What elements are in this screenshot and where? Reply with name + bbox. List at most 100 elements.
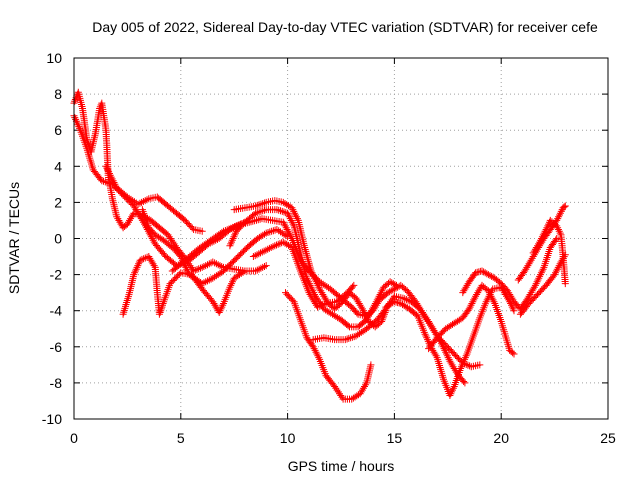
data-point bbox=[319, 280, 327, 288]
data-point bbox=[423, 316, 431, 324]
data-point bbox=[215, 309, 223, 316]
data-point bbox=[555, 262, 563, 270]
data-point bbox=[75, 123, 83, 131]
data-point bbox=[552, 269, 559, 277]
data-point bbox=[345, 334, 353, 342]
data-point bbox=[258, 248, 266, 256]
data-point bbox=[131, 269, 139, 277]
data-point bbox=[158, 303, 166, 311]
data-point bbox=[530, 283, 538, 291]
series-arc-10 bbox=[282, 289, 375, 403]
data-point bbox=[480, 268, 488, 276]
data-point bbox=[487, 292, 495, 300]
data-point bbox=[538, 233, 546, 241]
data-point bbox=[315, 283, 323, 291]
data-point bbox=[209, 298, 217, 306]
data-point bbox=[182, 263, 190, 271]
data-point bbox=[210, 300, 218, 307]
data-point bbox=[367, 309, 374, 316]
data-point bbox=[134, 200, 142, 208]
data-point bbox=[103, 164, 111, 172]
data-point bbox=[430, 348, 438, 356]
data-point bbox=[198, 280, 206, 288]
data-point bbox=[536, 238, 544, 246]
data-point bbox=[147, 256, 155, 264]
data-point bbox=[129, 197, 137, 205]
data-point bbox=[184, 267, 192, 275]
data-point bbox=[462, 352, 470, 360]
data-point bbox=[281, 222, 289, 230]
data-point bbox=[146, 254, 154, 262]
data-point bbox=[227, 240, 235, 248]
data-point bbox=[136, 256, 144, 264]
data-point bbox=[386, 288, 394, 296]
data-point bbox=[259, 263, 267, 271]
data-point bbox=[510, 307, 518, 315]
data-point bbox=[253, 209, 261, 217]
data-point bbox=[136, 199, 144, 207]
data-point bbox=[457, 365, 465, 372]
data-point bbox=[138, 255, 146, 263]
data-point bbox=[73, 119, 81, 127]
data-point bbox=[230, 274, 238, 282]
data-point bbox=[457, 363, 465, 371]
data-point bbox=[431, 328, 439, 336]
data-point bbox=[361, 383, 368, 390]
data-point bbox=[264, 245, 272, 253]
data-point bbox=[279, 218, 287, 226]
data-point bbox=[389, 286, 397, 294]
data-point bbox=[474, 289, 482, 297]
data-point bbox=[481, 269, 489, 277]
data-point bbox=[440, 340, 448, 347]
data-point bbox=[435, 332, 442, 340]
data-point bbox=[445, 355, 453, 363]
data-point bbox=[484, 271, 492, 279]
data-point bbox=[449, 384, 457, 392]
data-point bbox=[255, 208, 263, 216]
data-point bbox=[540, 229, 548, 237]
series-line bbox=[73, 115, 246, 267]
data-point bbox=[198, 227, 206, 235]
data-point bbox=[425, 318, 433, 325]
data-point bbox=[508, 303, 516, 311]
data-point bbox=[157, 305, 165, 313]
data-point bbox=[216, 307, 224, 315]
data-point bbox=[543, 224, 551, 232]
data-point bbox=[532, 244, 540, 251]
data-point bbox=[135, 260, 143, 268]
data-point bbox=[200, 279, 208, 287]
data-point bbox=[202, 278, 210, 286]
data-point bbox=[433, 334, 441, 342]
series-arc-2 bbox=[70, 88, 270, 275]
data-point bbox=[459, 359, 467, 367]
data-point bbox=[287, 217, 295, 224]
data-point bbox=[386, 278, 394, 286]
data-point bbox=[375, 292, 383, 300]
data-point bbox=[461, 285, 469, 293]
data-point bbox=[280, 230, 288, 238]
data-point bbox=[275, 206, 283, 214]
data-point bbox=[316, 285, 324, 293]
data-point bbox=[282, 224, 290, 232]
data-point bbox=[447, 390, 455, 398]
data-point bbox=[446, 392, 454, 399]
data-point bbox=[462, 283, 470, 291]
data-point bbox=[156, 309, 164, 316]
data-point bbox=[148, 258, 156, 266]
data-point bbox=[525, 260, 533, 268]
y-tick-label: -6 bbox=[50, 339, 63, 355]
data-point bbox=[341, 336, 349, 344]
data-point bbox=[149, 236, 157, 244]
data-point bbox=[556, 209, 564, 217]
data-point bbox=[350, 333, 358, 341]
data-point bbox=[429, 325, 437, 333]
data-point bbox=[230, 233, 238, 241]
data-point bbox=[223, 226, 231, 234]
data-point bbox=[313, 350, 321, 358]
data-point bbox=[476, 361, 484, 369]
data-point bbox=[123, 193, 131, 201]
x-axis-label: GPS time / hours bbox=[288, 458, 395, 474]
data-point bbox=[336, 390, 343, 398]
data-point bbox=[333, 386, 341, 394]
data-point bbox=[255, 250, 263, 258]
